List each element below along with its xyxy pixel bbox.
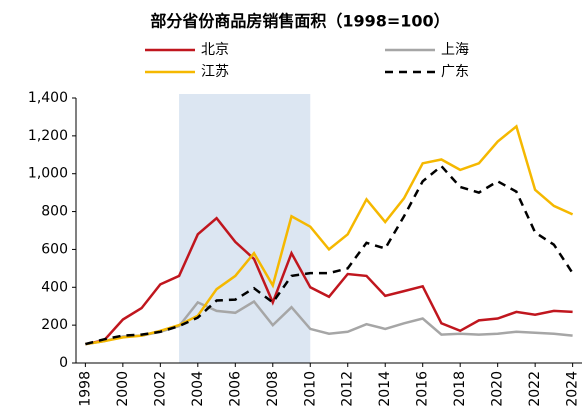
legend-label: 广东: [441, 64, 469, 80]
x-tick-label: 2004: [190, 371, 206, 407]
x-tick-label: 2000: [115, 371, 131, 407]
x-tick-label: 2014: [377, 371, 393, 407]
x-tick-label: 2022: [527, 371, 543, 407]
x-tick-label: 2008: [265, 371, 281, 407]
y-tick-label: 0: [59, 355, 68, 371]
y-tick-label: 1,200: [28, 128, 68, 144]
line-series: [85, 164, 574, 346]
line-series: [85, 216, 573, 346]
y-tick-label: 400: [41, 279, 68, 295]
legend-label: 北京: [201, 42, 229, 58]
x-tick-label: 2002: [152, 371, 168, 407]
y-tick-label: 1,000: [28, 166, 68, 182]
x-tick-label: 2006: [227, 371, 243, 407]
x-tick-label: 2018: [452, 371, 468, 407]
y-tick-label: 1,400: [28, 90, 68, 106]
line-series: [85, 124, 574, 346]
x-tick-label: 1998: [77, 371, 93, 407]
x-tick-label: 2016: [415, 371, 431, 407]
legend-label: 上海: [441, 42, 469, 58]
x-tick-label: 2012: [340, 371, 356, 407]
x-tick-label: 2010: [302, 371, 318, 407]
x-tick-label: 2024: [565, 371, 581, 407]
chart-title: 部分省份商品房销售面积（1998=100）: [150, 12, 449, 31]
legend-label: 江苏: [201, 64, 229, 80]
highlight-band: [179, 94, 311, 363]
y-tick-label: 600: [41, 241, 68, 257]
line-series: [85, 299, 573, 346]
y-tick-label: 200: [41, 317, 68, 333]
y-tick-label: 800: [41, 204, 68, 220]
x-tick-label: 2020: [490, 371, 506, 407]
